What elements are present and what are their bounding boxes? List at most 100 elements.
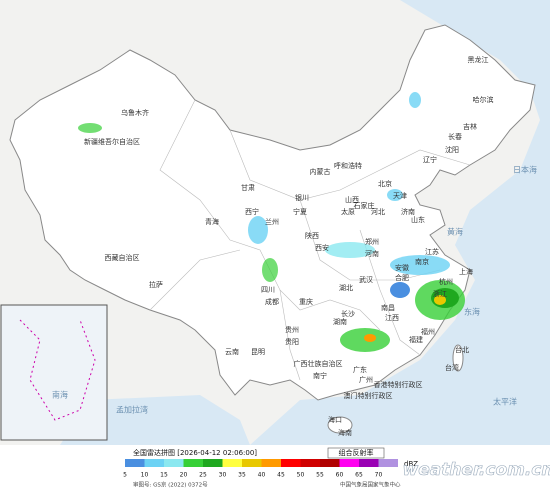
footer-title: 全国雷达拼图 [2026-04-12 02:06:00] bbox=[133, 448, 257, 457]
map-label: 甘肃 bbox=[241, 183, 255, 192]
map-label: 江苏 bbox=[425, 247, 439, 256]
map-label: 南宁 bbox=[313, 371, 327, 380]
legend-swatch bbox=[242, 459, 262, 467]
map-label: 杭州 bbox=[439, 277, 453, 286]
echo bbox=[390, 282, 410, 298]
map-label: 广西壮族自治区 bbox=[294, 359, 343, 368]
map-label: 长春 bbox=[448, 132, 462, 141]
legend-swatch bbox=[320, 459, 340, 467]
legend-level: 5 bbox=[123, 472, 127, 479]
map-label: 台湾 bbox=[445, 363, 459, 372]
map-label: 北京 bbox=[378, 179, 392, 188]
south-sea-inset bbox=[0, 304, 108, 441]
map-label: 银川 bbox=[295, 193, 309, 202]
legend-swatch bbox=[203, 459, 223, 467]
approval: 审图号: GS京 (2022) 0372号 bbox=[133, 481, 208, 489]
legend-level: 30 bbox=[219, 472, 227, 479]
legend-level: 25 bbox=[199, 472, 207, 479]
echo bbox=[364, 334, 376, 342]
product-box bbox=[327, 447, 385, 459]
map-label: 黑龙江 bbox=[468, 55, 489, 64]
map-label: 南昌 bbox=[381, 303, 395, 312]
inset-boundary bbox=[19, 319, 96, 421]
legend-swatch bbox=[281, 459, 301, 467]
map-label: 台北 bbox=[455, 345, 469, 354]
map-label: 安徽 bbox=[395, 263, 409, 272]
map-label: 辽宁 bbox=[423, 155, 437, 164]
map-label: 南京 bbox=[415, 257, 429, 266]
map-label: 宁夏 bbox=[293, 207, 307, 216]
map-label: 哈尔滨 bbox=[473, 95, 494, 104]
border bbox=[149, 249, 241, 311]
legend-level: 70 bbox=[375, 472, 383, 479]
map-label: 太原 bbox=[341, 207, 355, 216]
legend-swatch bbox=[164, 459, 184, 467]
map-label: 河南 bbox=[365, 249, 379, 258]
legend-swatch bbox=[261, 459, 281, 467]
legend-swatch bbox=[125, 459, 145, 467]
legend-level: 45 bbox=[277, 472, 285, 479]
map-label: 兰州 bbox=[265, 217, 279, 226]
map-label: 福建 bbox=[409, 335, 423, 344]
footer-background bbox=[0, 445, 550, 492]
map-label: 内蒙古 bbox=[310, 167, 331, 176]
map-label: 长沙 bbox=[341, 309, 355, 318]
legend-level: 65 bbox=[355, 472, 363, 479]
map-label: 呼和浩特 bbox=[334, 161, 362, 170]
map-label: 沈阳 bbox=[445, 145, 459, 154]
legend-level: 50 bbox=[297, 472, 305, 479]
map-label: 乌鲁木齐 bbox=[121, 108, 149, 117]
legend-swatch bbox=[144, 459, 164, 467]
echo bbox=[387, 189, 403, 201]
map-label: 湖北 bbox=[339, 283, 353, 292]
border bbox=[279, 289, 301, 381]
legend-swatch bbox=[222, 459, 242, 467]
echo bbox=[325, 242, 375, 258]
map-label: 昆明 bbox=[251, 348, 265, 356]
legend-swatch bbox=[359, 459, 379, 467]
map-label: 海南 bbox=[338, 428, 352, 437]
legend-level: 20 bbox=[180, 472, 188, 479]
legend-level: 60 bbox=[336, 472, 344, 479]
map-label: 贵州 bbox=[285, 325, 299, 334]
sea-label: 孟加拉湾 bbox=[116, 405, 148, 415]
map-label: 山东 bbox=[411, 215, 425, 224]
map-label: 陕西 bbox=[305, 231, 319, 240]
map-label: 山西 bbox=[345, 195, 359, 204]
map-label: 四川 bbox=[261, 286, 275, 294]
legend-swatch bbox=[183, 459, 203, 467]
legend-level: 55 bbox=[316, 472, 324, 479]
product: 组合反射率 bbox=[339, 448, 374, 457]
legend-level: 10 bbox=[141, 472, 149, 479]
echo bbox=[248, 216, 268, 244]
map-label: 合肥 bbox=[395, 273, 409, 282]
map-label: 浙江 bbox=[433, 289, 447, 298]
map-label: 重庆 bbox=[299, 297, 313, 306]
map-label: 成都 bbox=[265, 297, 279, 306]
map-label: 青海 bbox=[205, 217, 219, 226]
map-label: 武汉 bbox=[359, 275, 373, 284]
legend-level: 35 bbox=[238, 472, 246, 479]
map-label: 海口 bbox=[328, 415, 342, 424]
agency: 中国气象局国家气象中心 bbox=[340, 481, 401, 489]
sea-label: 黄海 bbox=[447, 227, 463, 237]
map-label: 广东 bbox=[353, 365, 367, 374]
map-label: 湖南 bbox=[333, 317, 347, 326]
echo bbox=[390, 255, 450, 275]
legend-swatch bbox=[339, 459, 359, 467]
echo bbox=[409, 92, 421, 108]
map-label: 广州 bbox=[359, 375, 373, 384]
map-label: 拉萨 bbox=[149, 280, 163, 289]
map-label: 上海 bbox=[459, 267, 473, 276]
hainan bbox=[327, 416, 353, 434]
map-label: 香港特别行政区 bbox=[374, 380, 423, 389]
sea-label: 东海 bbox=[464, 307, 480, 317]
legend-swatch bbox=[300, 459, 320, 467]
echo bbox=[262, 258, 278, 282]
map-label: 济南 bbox=[401, 207, 415, 216]
map-label: 西藏自治区 bbox=[105, 253, 140, 262]
echo bbox=[434, 295, 446, 305]
sea-label: 太平洋 bbox=[493, 397, 517, 407]
